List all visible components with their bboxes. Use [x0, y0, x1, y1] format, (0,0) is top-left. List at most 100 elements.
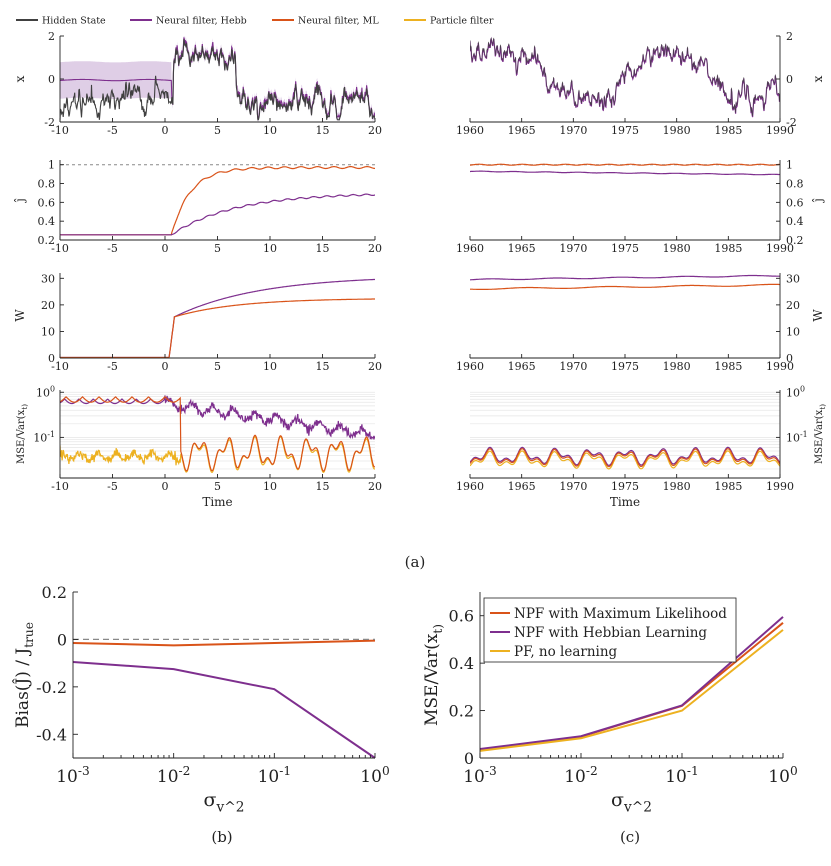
x-tick-label: 100 — [768, 764, 797, 787]
x-tick-label: 1970 — [559, 242, 587, 255]
y-tick-label: 10-1 — [786, 430, 808, 445]
plot-area — [60, 278, 375, 358]
x-axis-label: σv^2 — [611, 789, 652, 815]
x-tick-label: 20 — [368, 360, 382, 373]
y-tick-label: 10-1 — [33, 430, 55, 445]
y-tick-label: 0 — [48, 73, 55, 86]
y-axis-label: W — [811, 309, 825, 322]
x-tick-label: -5 — [107, 480, 118, 493]
series-ml — [60, 395, 375, 472]
y-tick-label: 20 — [786, 299, 800, 312]
x-tick-label: 10 — [263, 242, 277, 255]
series-hebb — [470, 36, 780, 118]
x-tick-label: 10-3 — [56, 764, 90, 787]
y-tick-label: 0.6 — [38, 196, 56, 209]
x-tick-label: 1985 — [714, 242, 742, 255]
y-tick-label: 20 — [41, 299, 55, 312]
series-hebb — [470, 274, 780, 281]
x-axis-label: σv^2 — [204, 789, 245, 815]
series-hidden-state — [60, 39, 375, 121]
caption-c: (c) — [620, 828, 640, 846]
x-tick-label: 1960 — [456, 124, 484, 137]
y-tick-label: -0.4 — [36, 725, 67, 744]
x-tick-label: 15 — [316, 124, 330, 137]
top-legend: Hidden State Neural filter, Hebb Neural fi… — [16, 16, 494, 27]
x-tick-label: 10-3 — [463, 764, 497, 787]
legend-entry: Neural filter, ML — [272, 16, 379, 27]
x-tick-label: -10 — [51, 124, 69, 137]
plot-area — [470, 274, 780, 290]
y-tick-label: 10 — [41, 325, 55, 338]
x-tick-label: 1960 — [456, 360, 484, 373]
y-tick-label: 0 — [464, 749, 474, 768]
series-hebb — [470, 170, 780, 176]
y-tick-label: 100 — [36, 385, 55, 400]
x-tick-label: 5 — [214, 360, 221, 373]
legend-label: Particle filter — [430, 16, 494, 27]
x-tick-label: -5 — [107, 360, 118, 373]
x-tick-label: 10-1 — [258, 764, 292, 787]
y-tick-label: 0.4 — [786, 215, 804, 228]
panel-a-row4-right: 1960 1965 1970 1975 1980 1985 1990 100 10-1 MSE/V… — [456, 385, 827, 493]
series-line — [479, 629, 784, 752]
x-tick-label: 20 — [368, 124, 382, 137]
x-tick-label: 1960 — [456, 480, 484, 493]
x-tick-label: 100 — [360, 764, 389, 787]
y-tick-label: 0 — [48, 352, 55, 365]
legend-label: NPF with Maximum Likelihood — [514, 606, 727, 622]
x-tick-label: 1970 — [559, 480, 587, 493]
y-tick-label: 100 — [786, 385, 805, 400]
y-tick-label: 2 — [786, 30, 793, 43]
x-tick-label: 1970 — [559, 360, 587, 373]
x-tick-label: -5 — [107, 124, 118, 137]
x-tick-label: -10 — [51, 480, 69, 493]
legend-label: Neural filter, Hebb — [156, 16, 247, 27]
y-tick-label: 0.6 — [786, 196, 804, 209]
x-tick-label: 10 — [263, 360, 277, 373]
x-axis-label-left: Time — [202, 495, 232, 509]
x-tick-label: 20 — [368, 480, 382, 493]
plot-area — [470, 391, 780, 470]
x-tick-label: 1985 — [714, 360, 742, 373]
series-hebb — [470, 446, 780, 467]
y-tick-label: -2 — [44, 116, 55, 129]
y-tick-label: 0.8 — [38, 178, 56, 191]
x-tick-label: 1970 — [559, 124, 587, 137]
y-tick-label: 0 — [786, 73, 793, 86]
x-tick-label: 10-2 — [157, 764, 191, 787]
x-tick-label: 15 — [316, 242, 330, 255]
x-tick-label: 15 — [316, 360, 330, 373]
x-tick-label: 1990 — [766, 124, 794, 137]
y-tick-label: -2 — [786, 116, 797, 129]
series-hidden-state — [470, 36, 780, 117]
x-tick-label: 1965 — [508, 360, 536, 373]
series-hebb — [60, 395, 375, 440]
y-axis-label: Bias(Ĵ) / Jtrue — [13, 622, 36, 728]
x-tick-label: 10 — [263, 480, 277, 493]
x-tick-label: 10 — [263, 124, 277, 137]
y-tick-label: 0.2 — [786, 234, 804, 247]
x-tick-label: 1980 — [663, 360, 691, 373]
series-ml — [60, 166, 375, 236]
x-tick-label: 1980 — [663, 480, 691, 493]
plot-area — [60, 391, 375, 473]
y-axis-label: MSE/Var(xt) — [814, 404, 827, 464]
x-axis-label-right: Time — [610, 495, 640, 509]
series-ml — [470, 283, 780, 290]
legend-entry: Neural filter, Hebb — [130, 16, 247, 27]
y-axis-label: x — [13, 75, 27, 82]
plot-area — [60, 36, 375, 122]
x-tick-label: 5 — [214, 242, 221, 255]
y-tick-label: 2 — [48, 30, 55, 43]
x-tick-label: 0 — [162, 124, 169, 137]
y-axis-label: x — [811, 75, 825, 82]
plot-area — [470, 163, 780, 176]
series-ml — [60, 298, 375, 358]
plot-area — [470, 36, 780, 118]
x-tick-label: 10-2 — [564, 764, 598, 787]
x-tick-label: 1975 — [611, 360, 639, 373]
y-tick-label: 10 — [786, 325, 800, 338]
series-hebb — [60, 278, 375, 358]
y-axis-label: W — [13, 309, 27, 322]
